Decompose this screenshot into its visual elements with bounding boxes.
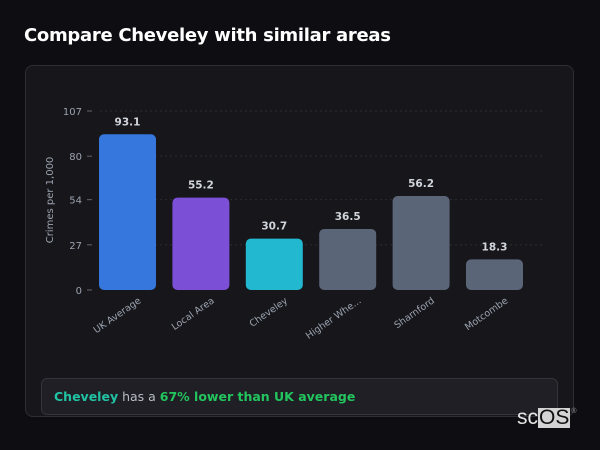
data-label: 93.1 bbox=[115, 116, 141, 128]
bar-uk-average bbox=[99, 134, 156, 290]
data-label: 56.2 bbox=[408, 178, 434, 190]
data-label: 30.7 bbox=[261, 221, 287, 233]
y-tick-label: 27 bbox=[69, 241, 82, 252]
x-tick-label: Cheveley bbox=[248, 295, 291, 330]
insight-box: Cheveley has a 67% lower than UK average bbox=[41, 378, 558, 415]
insight-text: has a bbox=[118, 389, 160, 404]
bar-cheveley bbox=[245, 238, 303, 290]
x-tick-label: Higher Whe... bbox=[304, 295, 364, 341]
bar-higher-whe- bbox=[319, 228, 377, 290]
insight-comparison: 67% lower than UK average bbox=[159, 389, 356, 404]
bar-local-area bbox=[172, 197, 230, 290]
data-label: 18.3 bbox=[482, 241, 508, 253]
x-tick-label: Sharnford bbox=[392, 295, 436, 331]
x-tick-label: UK Average bbox=[92, 295, 144, 336]
page-title: Compare Cheveley with similar areas bbox=[24, 25, 391, 46]
data-label: 55.2 bbox=[188, 180, 214, 192]
data-label: 36.5 bbox=[335, 211, 361, 223]
y-tick-label: 54 bbox=[69, 196, 82, 207]
bar-motcombe bbox=[466, 259, 523, 290]
scos-logo: sc OS ® bbox=[517, 406, 577, 429]
x-tick-label: Local Area bbox=[170, 295, 217, 332]
insight-area: Cheveley bbox=[54, 389, 119, 404]
bar-sharnford bbox=[392, 195, 450, 290]
y-tick-label: 80 bbox=[69, 152, 82, 163]
y-tick-label: 0 bbox=[76, 286, 82, 297]
y-axis-label: Crimes per 1,000 bbox=[45, 157, 56, 244]
x-tick-label: Motcombe bbox=[463, 295, 510, 333]
y-tick-label: 107 bbox=[63, 107, 82, 118]
